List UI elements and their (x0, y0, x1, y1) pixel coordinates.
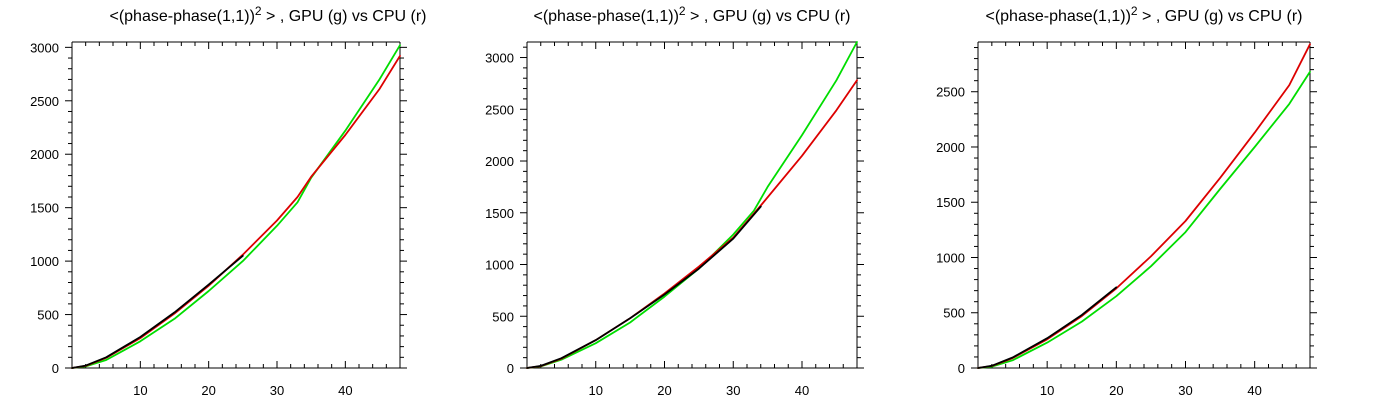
gpu-series-line (977, 70, 1311, 369)
y-tick-label: 2000 (485, 154, 514, 169)
chart-title-rest: > , GPU (g) vs CPU (r) (1138, 8, 1303, 25)
chart-panel-1: <(phase-phase(1,1))2 > , GPU (g) vs CPU … (30, 4, 426, 398)
chart-title-rest: > , GPU (g) vs CPU (r) (262, 8, 427, 25)
x-tick-label: 10 (589, 383, 603, 398)
y-tick-label: 0 (507, 361, 514, 376)
x-tick-label: 40 (795, 383, 809, 398)
x-tick-label: 40 (338, 383, 352, 398)
y-tick-label: 500 (37, 308, 59, 323)
y-tick-label: 2500 (936, 85, 965, 100)
black-series-line (71, 254, 244, 369)
cpu-series-line (977, 43, 1311, 369)
y-tick-label: 2000 (30, 147, 59, 162)
chart-title-rest: > , GPU (g) vs CPU (r) (686, 8, 851, 25)
x-tick-label: 30 (1178, 383, 1192, 398)
y-tick-label: 3000 (30, 40, 59, 55)
x-tick-label: 20 (657, 383, 671, 398)
chart-title-superscript: 2 (255, 4, 262, 18)
chart-title: <(phase-phase(1,1))2 > , GPU (g) vs CPU … (985, 4, 1302, 25)
gpu-series-line (71, 44, 401, 369)
chart-title-superscript: 2 (1131, 4, 1138, 18)
x-tick-label: 20 (201, 383, 215, 398)
chart-title-main: <(phase-phase(1,1)) (533, 8, 678, 25)
gpu-series-line (526, 41, 858, 369)
y-tick-label: 0 (958, 361, 965, 376)
y-tick-label: 0 (52, 361, 59, 376)
y-tick-label: 1000 (485, 258, 514, 273)
cpu-series-line (526, 79, 858, 369)
chart-title: <(phase-phase(1,1))2 > , GPU (g) vs CPU … (109, 4, 426, 25)
y-tick-label: 1500 (936, 195, 965, 210)
cpu-series-line (71, 55, 401, 369)
x-tick-label: 40 (1247, 383, 1261, 398)
chart-title-main: <(phase-phase(1,1)) (985, 8, 1130, 25)
chart-panel-3: <(phase-phase(1,1))2 > , GPU (g) vs CPU … (936, 4, 1317, 398)
chart-panel-2: <(phase-phase(1,1))2 > , GPU (g) vs CPU … (485, 4, 864, 398)
y-tick-label: 2500 (30, 94, 59, 109)
chart-title-superscript: 2 (679, 4, 686, 18)
y-tick-label: 3000 (485, 51, 514, 66)
y-tick-label: 2000 (936, 140, 965, 155)
black-series-line (977, 286, 1118, 369)
x-tick-label: 10 (133, 383, 147, 398)
y-tick-label: 1000 (936, 250, 965, 265)
y-tick-label: 1500 (30, 201, 59, 216)
y-tick-label: 2500 (485, 102, 514, 117)
x-tick-label: 30 (726, 383, 740, 398)
x-tick-label: 30 (270, 383, 284, 398)
x-tick-label: 20 (1109, 383, 1123, 398)
x-tick-label: 10 (1040, 383, 1054, 398)
black-series-line (526, 205, 762, 369)
y-tick-label: 500 (943, 306, 965, 321)
chart-title-main: <(phase-phase(1,1)) (109, 8, 254, 25)
y-tick-label: 500 (492, 309, 514, 324)
chart-title: <(phase-phase(1,1))2 > , GPU (g) vs CPU … (533, 4, 850, 25)
y-tick-label: 1000 (30, 254, 59, 269)
y-tick-label: 1500 (485, 206, 514, 221)
